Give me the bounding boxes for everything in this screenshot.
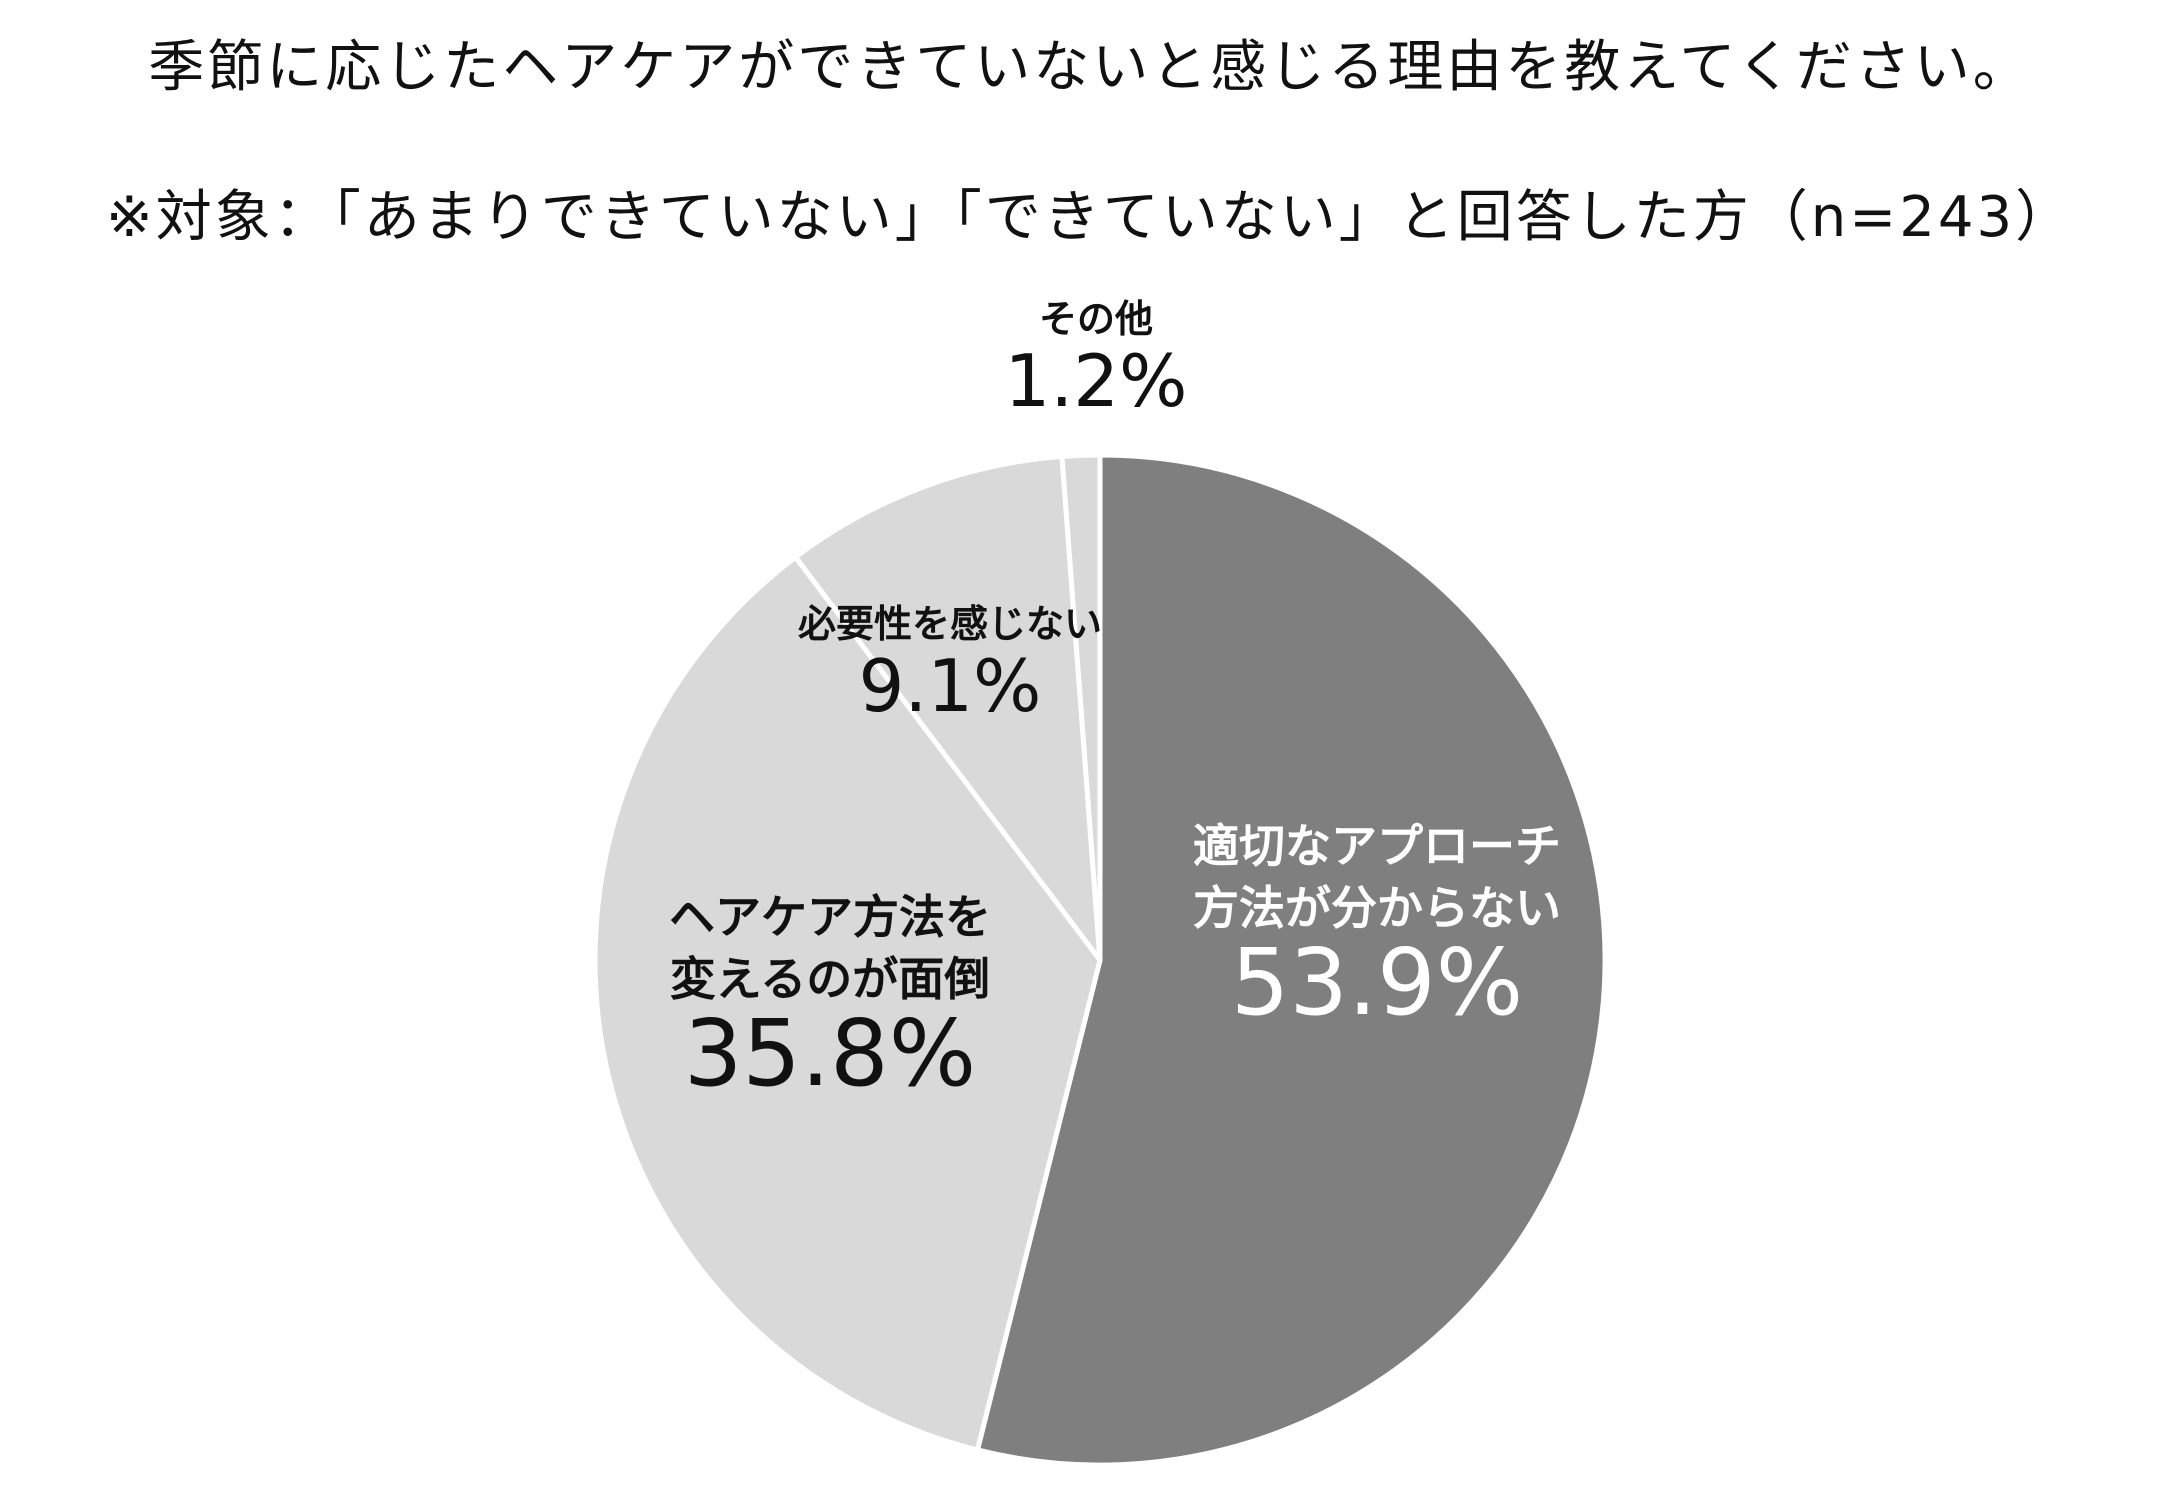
slice-label-3-line-1: 必要性を感じない xyxy=(798,602,1102,646)
chart-subtitle: ※対象：「あまりできていない」「できていない」と回答した方（n=243） xyxy=(105,185,2075,250)
slice-value-1: 53.9% xyxy=(1231,929,1523,1036)
slice-label-1-line-2: 方法が分からない xyxy=(1193,881,1561,935)
slice-label-4-line-1: その他 xyxy=(1039,297,1153,341)
pie-slice-3 xyxy=(793,453,1103,963)
slice-label-1-line-1: 適切なアプローチ xyxy=(1193,819,1561,873)
pie-slice-1 xyxy=(974,452,1608,1468)
slice-label-2-line-1: ヘアケア方法を xyxy=(669,890,991,944)
slice-label-2-line-2: 変えるのが面倒 xyxy=(670,952,991,1006)
pie-slices xyxy=(592,452,1608,1468)
pie-slice-2 xyxy=(592,554,1103,1453)
pie-slice-4 xyxy=(1059,452,1103,963)
slice-value-4: 1.2% xyxy=(1005,339,1188,423)
slice-value-3: 9.1% xyxy=(859,644,1042,728)
slice-value-2: 35.8% xyxy=(684,1000,976,1107)
chart-title: 季節に応じたヘアケアができていないと感じる理由を教えてください。 xyxy=(148,35,2032,100)
